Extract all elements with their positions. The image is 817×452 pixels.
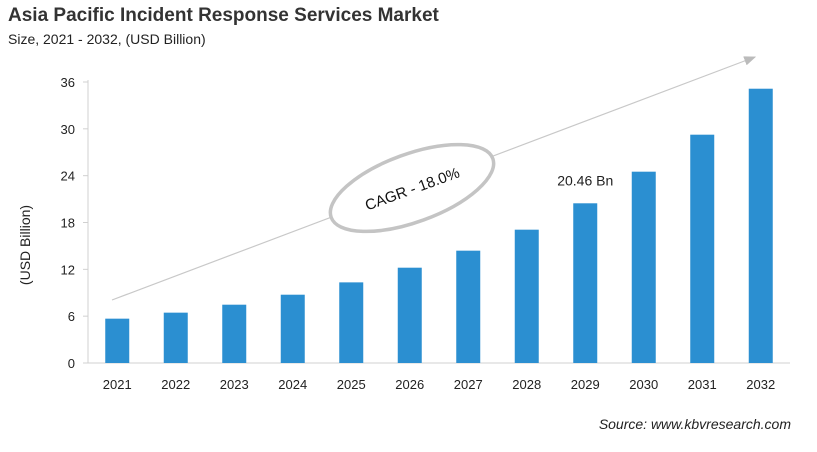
bar-2028 — [514, 229, 539, 363]
y-tick-label: 24 — [61, 169, 75, 184]
x-tick-label: 2030 — [629, 377, 658, 392]
y-tick-label: 30 — [61, 122, 75, 137]
x-tick-label: 2024 — [278, 377, 307, 392]
cagr-ellipse — [328, 142, 496, 234]
x-tick-label: 2026 — [395, 377, 424, 392]
x-tick-label: 2028 — [512, 377, 541, 392]
x-tick-label: 2023 — [220, 377, 249, 392]
x-tick-label: 2032 — [746, 377, 775, 392]
bar-2021 — [105, 318, 130, 363]
bar-2022 — [163, 312, 188, 363]
source-note: Source: www.kbvresearch.com — [598, 416, 791, 432]
y-tick-label: 6 — [68, 309, 75, 324]
bar-2032 — [748, 88, 773, 364]
y-tick-label: 36 — [61, 75, 75, 90]
bar-2024 — [280, 294, 305, 363]
bar-2026 — [397, 267, 422, 363]
bar-2029 — [573, 203, 598, 363]
x-tick-label: 2027 — [454, 377, 483, 392]
chart-title: Asia Pacific Incident Response Services … — [8, 5, 439, 26]
y-tick-label: 12 — [61, 262, 75, 277]
data-label: 20.46 Bn — [557, 172, 613, 188]
bar-2027 — [456, 250, 481, 363]
x-tick-label: 2025 — [337, 377, 366, 392]
x-tick-label: 2022 — [161, 377, 190, 392]
x-tick-label: 2031 — [688, 377, 717, 392]
y-axis-label: (USD Billion) — [17, 205, 33, 285]
bar-2023 — [222, 304, 247, 363]
bar-2030 — [631, 171, 656, 363]
chart-subtitle: Size, 2021 - 2032, (USD Billion) — [8, 31, 206, 47]
x-tick-label: 2021 — [103, 377, 132, 392]
x-tick-label: 2029 — [571, 377, 600, 392]
bar-2025 — [339, 282, 364, 363]
bar-2031 — [690, 134, 715, 363]
y-tick-label: 0 — [68, 356, 75, 371]
y-tick-label: 18 — [61, 216, 75, 231]
